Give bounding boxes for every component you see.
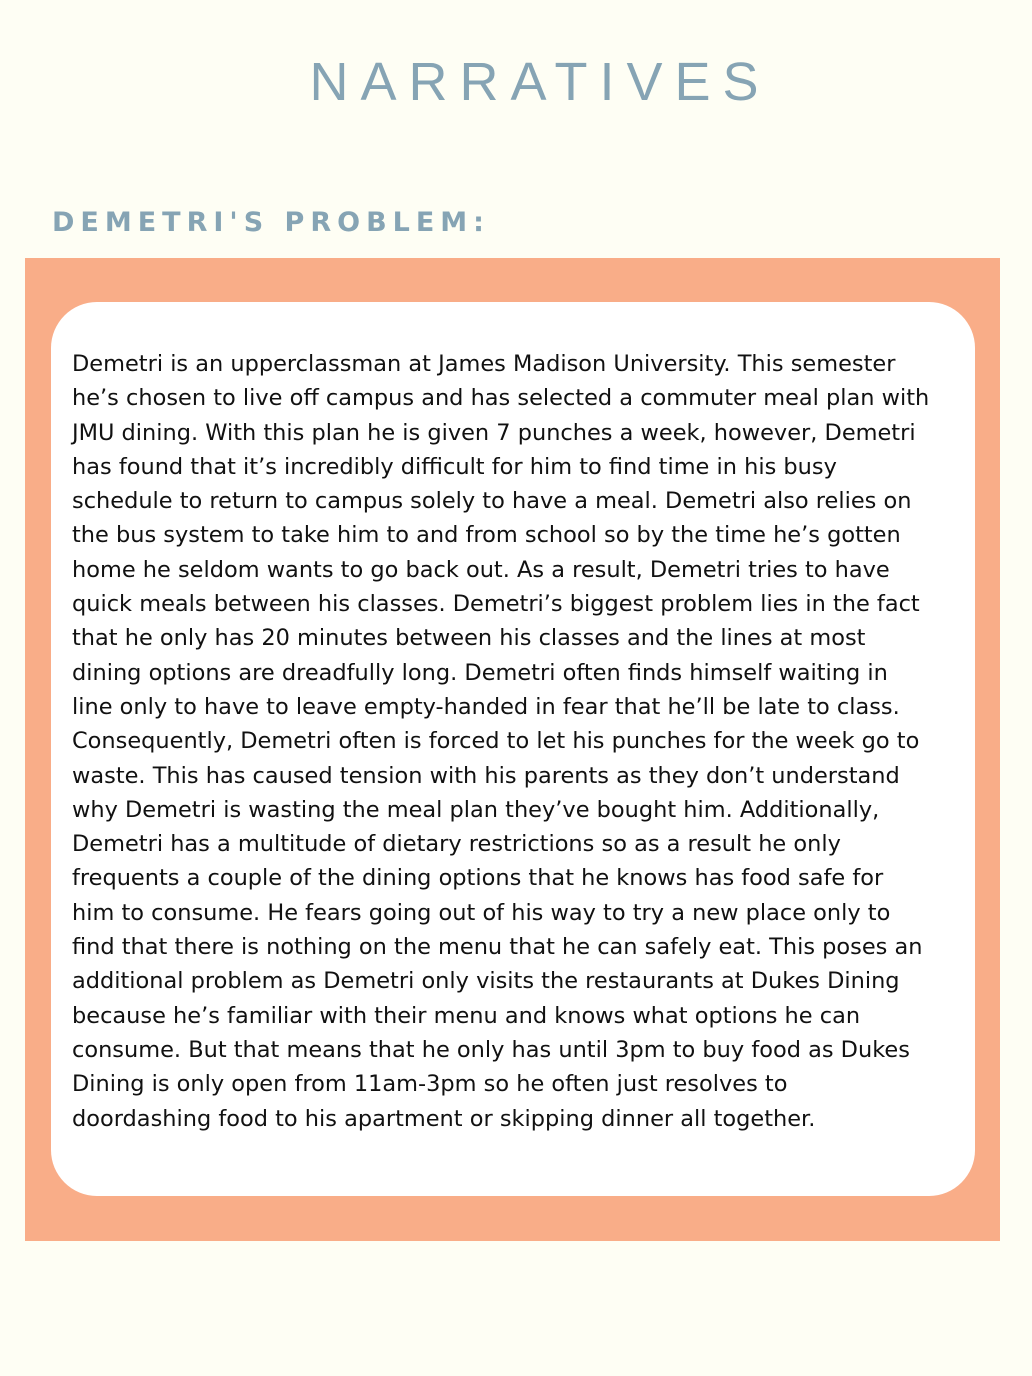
narrative-line: Consequently, Demetri often is forced to… [72, 728, 920, 755]
narrative-line: the bus system to take him to and from s… [72, 522, 901, 549]
narrative-line: him to consume. He fears going out of hi… [72, 899, 891, 926]
narrative-line: Dining is only open from 11am-3pm so he … [72, 1071, 788, 1098]
narrative-line: frequents a couple of the dining options… [72, 865, 884, 892]
narrative-line: Demetri has a multitude of dietary restr… [72, 831, 841, 858]
narrative-line: line only to have to leave empty-handed … [72, 693, 900, 720]
narrative-line: dining options are dreadfully long. Deme… [72, 659, 888, 686]
narrative-line: find that there is nothing on the menu t… [72, 934, 923, 961]
narrative-line: has found that it’s incredibly difficult… [72, 453, 837, 480]
narrative-line: doordashing food to his apartment or ski… [72, 1105, 816, 1132]
narrative-line: quick meals between his classes. Demetri… [72, 591, 920, 618]
section-heading: DEMETRI'S PROBLEM: [52, 207, 490, 238]
narrative-line: additional problem as Demetri only visit… [72, 968, 900, 995]
narrative-line: waste. This has caused tension with his … [72, 762, 900, 789]
narrative-line: consume. But that means that he only has… [72, 1036, 910, 1063]
narrative-line: he’s chosen to live off campus and has s… [72, 385, 930, 412]
narrative-line: home he seldom wants to go back out. As … [72, 556, 890, 583]
page-title: NARRATIVES [309, 52, 771, 112]
narrative-line: because he’s familiar with their menu an… [72, 1002, 861, 1029]
narrative-text: Demetri is an upperclassman at James Mad… [72, 347, 974, 1136]
narrative-line: why Demetri is wasting the meal plan the… [72, 796, 880, 823]
narrative-card [51, 302, 975, 1196]
narrative-line: Demetri is an upperclassman at James Mad… [72, 351, 896, 377]
narrative-line: that he only has 20 minutes between his … [72, 625, 866, 652]
narrative-line: JMU dining. With this plan he is given 7… [72, 419, 916, 446]
narrative-line: schedule to return to campus solely to h… [72, 488, 912, 515]
